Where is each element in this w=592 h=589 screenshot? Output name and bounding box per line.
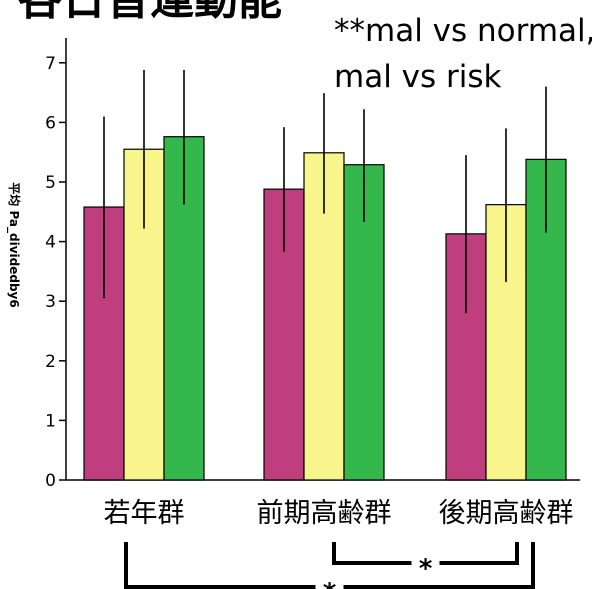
significance-bracket-2 <box>124 542 535 589</box>
x-tick-label-3: 後期高齢群 <box>439 498 574 529</box>
x-tick-label-2: 前期高齢群 <box>257 498 392 529</box>
y-tick-label-6: 6 <box>45 113 56 133</box>
y-tick-label-7: 7 <box>45 54 56 74</box>
significance-note: **mal vs normal, mal vs risk <box>334 8 592 100</box>
y-tick-label-0: 0 <box>45 471 56 491</box>
y-tick-label-1: 1 <box>45 411 56 431</box>
y-tick-label-5: 5 <box>45 173 56 193</box>
y-tick-label-3: 3 <box>45 292 56 312</box>
y-tick-label-2: 2 <box>45 352 56 372</box>
significance-note-line-2: mal vs risk <box>334 59 502 95</box>
y-axis-label: 平均 Pa_dividedby6 <box>6 182 22 307</box>
chart-title: 各日普運動能 <box>18 0 282 22</box>
significance-star-2: * <box>323 578 337 589</box>
y-tick-label-4: 4 <box>45 233 56 253</box>
significance-note-line-1: **mal vs normal, <box>334 13 592 49</box>
significance-bracket-1 <box>332 542 519 565</box>
x-tick-label-1: 若年群 <box>104 498 185 529</box>
significance-star-1: * <box>419 554 433 584</box>
